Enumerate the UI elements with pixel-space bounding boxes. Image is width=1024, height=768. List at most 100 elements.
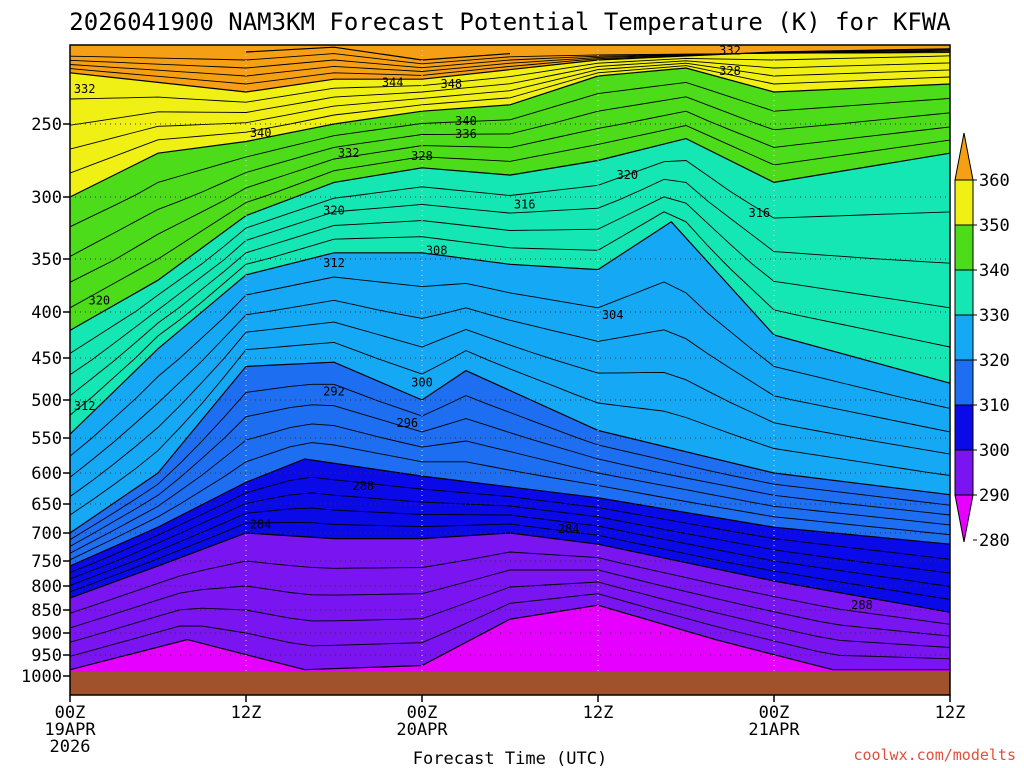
contour-label: 320 <box>616 168 638 182</box>
contour-label: 312 <box>323 256 345 270</box>
isentrope-minor <box>70 321 950 497</box>
colorbar-label: 320 <box>979 351 1010 371</box>
isentrope-minor <box>70 299 950 478</box>
y-tick-label: 600 <box>31 464 62 484</box>
contour-label: 312 <box>74 399 96 413</box>
isentrope-350-k <box>245 46 511 61</box>
isentrope-minor <box>70 492 950 580</box>
isentrope-minor <box>70 62 950 150</box>
y-axis: 250 300 350 400 450 500 550 600 650 700 750 800 850 9… <box>21 115 70 687</box>
contour-label: 332 <box>338 146 360 160</box>
isentrope-330-k <box>70 67 950 198</box>
isentrope-minor <box>70 507 950 587</box>
watermark: coolwx.com/modelts <box>853 746 1016 764</box>
colorbar-segment <box>954 269 974 316</box>
contour-label: 332 <box>719 43 741 57</box>
y-tick-label: 700 <box>31 524 62 544</box>
colorbar-segment <box>954 314 974 361</box>
y-tick-label: 350 <box>31 250 62 270</box>
colorbar-label: 290 <box>979 486 1010 506</box>
x-tick-label: 19APR <box>44 720 96 740</box>
y-tick-label: 250 <box>31 115 62 135</box>
isentrope-minor <box>70 383 950 541</box>
x-tick-label: 20APR <box>396 720 448 740</box>
colorbar-label: 360 <box>979 171 1010 191</box>
colorbar-label: 350 <box>979 216 1010 236</box>
colorbar-label: 280 <box>979 531 1010 551</box>
contour-label: 320 <box>323 204 345 218</box>
y-tick-label: 750 <box>31 552 62 572</box>
x-tick-label: 2026 <box>50 737 91 757</box>
contour-label: 328 <box>411 149 433 163</box>
isentrope-minor <box>70 569 950 637</box>
y-tick-label: 800 <box>31 577 62 597</box>
isentrope-minor <box>70 60 950 126</box>
isentrope-minor <box>70 81 950 228</box>
contour-label: 308 <box>426 243 448 257</box>
contour-label: 336 <box>455 127 477 141</box>
contour-label: 288 <box>851 598 873 612</box>
colorbar-segment <box>954 404 974 451</box>
isentrope-minor <box>70 476 950 573</box>
isentrope-minor <box>70 341 950 516</box>
isentrope-minor <box>70 211 950 416</box>
isentrope-290-k <box>70 458 950 567</box>
y-tick-label: 850 <box>31 601 62 621</box>
isentrope-320-k <box>70 137 950 331</box>
plot-frame <box>69 44 951 696</box>
contour-label: 284 <box>558 522 580 536</box>
y-tick-label: 550 <box>31 429 62 449</box>
isentrope-minor <box>70 96 950 257</box>
x-tick-label: 00Z <box>55 703 86 723</box>
isentrope-280-k <box>70 604 950 671</box>
x-tick-label: 12Z <box>231 703 262 723</box>
colorbar-segment <box>954 224 974 271</box>
contour-label: 348 <box>440 77 462 91</box>
isentrope-minor <box>70 404 950 547</box>
x-tick-label: 12Z <box>583 703 614 723</box>
isentrope-minor <box>70 65 950 174</box>
colorbar-label: 300 <box>979 441 1010 461</box>
band-350-k <box>246 45 510 60</box>
contour-label: 340 <box>250 126 272 140</box>
contour-label: 316 <box>748 206 770 220</box>
contour-label: 300 <box>411 375 433 389</box>
isentrope-minor <box>70 551 950 625</box>
isentrope-minor <box>70 276 950 457</box>
colorbar-label: 310 <box>979 396 1010 416</box>
y-tick-label: 500 <box>31 391 62 411</box>
isentrope-minor <box>70 125 950 309</box>
isentrope-minor <box>70 581 950 648</box>
isentrope-minor <box>70 110 950 283</box>
ground-band <box>70 672 950 695</box>
colorbar-segment <box>954 179 974 226</box>
colorbar-segment <box>954 359 974 406</box>
isentrope-284-k <box>70 532 950 613</box>
y-tick-label: 450 <box>31 349 62 369</box>
contour-label: 288 <box>352 479 374 493</box>
x-tick-label: 21APR <box>748 720 800 740</box>
contour-label: 284 <box>250 517 272 531</box>
contour-label: 320 <box>88 293 110 307</box>
chart-title: 2026041900 NAM3KM Forecast Potential Tem… <box>69 8 951 36</box>
isentrope-340-k <box>70 48 950 93</box>
isentrope-minor <box>70 593 950 660</box>
contour-label: 316 <box>514 197 536 211</box>
x-tick-label: 12Z <box>935 703 966 723</box>
y-tick-label: 1000 <box>21 667 62 687</box>
contour-label: 332 <box>74 82 96 96</box>
y-tick-label: 300 <box>31 188 62 208</box>
contour-label: 340 <box>455 114 477 128</box>
isentrope-minor <box>70 178 950 376</box>
y-tick-label: 650 <box>31 495 62 515</box>
contour-label: 304 <box>602 308 624 322</box>
colorbar-segment <box>954 449 974 496</box>
isentrope-minor <box>70 423 950 554</box>
contour-label: 296 <box>396 416 418 430</box>
y-tick-label: 950 <box>31 646 62 666</box>
colorbar: 360 350 340 330 320 310 300 290 280 <box>954 132 1010 551</box>
y-tick-label: 400 <box>31 303 62 323</box>
